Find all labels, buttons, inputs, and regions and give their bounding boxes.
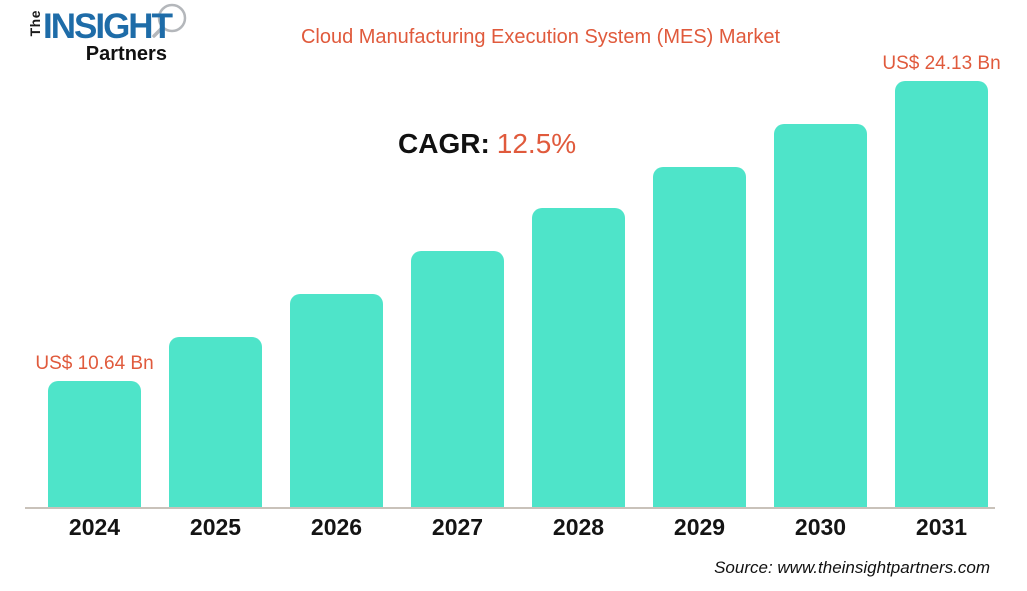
x-axis-labels: 2024 2025 2026 2027 2028 2029 2030 2031 xyxy=(48,514,988,541)
bar-2030 xyxy=(774,124,867,507)
x-axis-label-2027: 2027 xyxy=(431,514,484,540)
magnifier-icon xyxy=(152,3,187,38)
x-axis-label-2029: 2029 xyxy=(673,514,726,540)
x-axis-line xyxy=(25,507,995,509)
x-axis-label-2028: 2028 xyxy=(552,514,605,540)
x-axis-label-2026: 2026 xyxy=(310,514,363,540)
bar-2024 xyxy=(48,381,141,507)
source-note: Source: www.theinsightpartners.com xyxy=(714,558,990,577)
bar-column-2026 xyxy=(290,0,383,507)
bar-column-2031: US$ 24.13 Bn xyxy=(882,0,1001,507)
bar-value-label-2031: US$ 24.13 Bn xyxy=(882,53,1001,74)
x-axis-label-2030: 2030 xyxy=(794,514,847,540)
bar-column-2027 xyxy=(411,0,504,507)
cagr-annotation: CAGR: 12.5% xyxy=(398,128,576,160)
bar-2026 xyxy=(290,294,383,507)
bar-2029 xyxy=(653,167,746,507)
logo-insight: INSIGHT xyxy=(43,7,173,46)
bar-column-2029 xyxy=(653,0,746,507)
bar-2027 xyxy=(411,251,504,507)
cagr-value: 12.5% xyxy=(496,128,577,159)
x-axis-label-2024: 2024 xyxy=(68,514,121,540)
chart-title: Cloud Manufacturing Execution System (ME… xyxy=(300,26,781,48)
x-axis-label-2031: 2031 xyxy=(915,514,968,540)
bar-column-2024: US$ 10.64 Bn xyxy=(35,0,154,507)
bar-value-label-2024: US$ 10.64 Bn xyxy=(35,353,154,374)
bar-2028 xyxy=(532,208,625,507)
cagr-label: CAGR: xyxy=(398,128,490,159)
logo: The INSIGHT Partners xyxy=(27,3,187,66)
bar-2031 xyxy=(895,81,988,507)
bar-column-2025 xyxy=(169,0,262,507)
logo-main: INSIGHT Partners xyxy=(43,7,173,66)
logo-partners: Partners xyxy=(85,43,167,66)
bars-row: US$ 10.64 Bn US$ 24.13 Bn xyxy=(35,0,1001,507)
logo-the: The xyxy=(27,10,43,37)
bar-column-2030 xyxy=(774,0,867,507)
bar-column-2028 xyxy=(532,0,625,507)
bar-2025 xyxy=(169,337,262,507)
x-axis-label-2025: 2025 xyxy=(189,514,242,540)
